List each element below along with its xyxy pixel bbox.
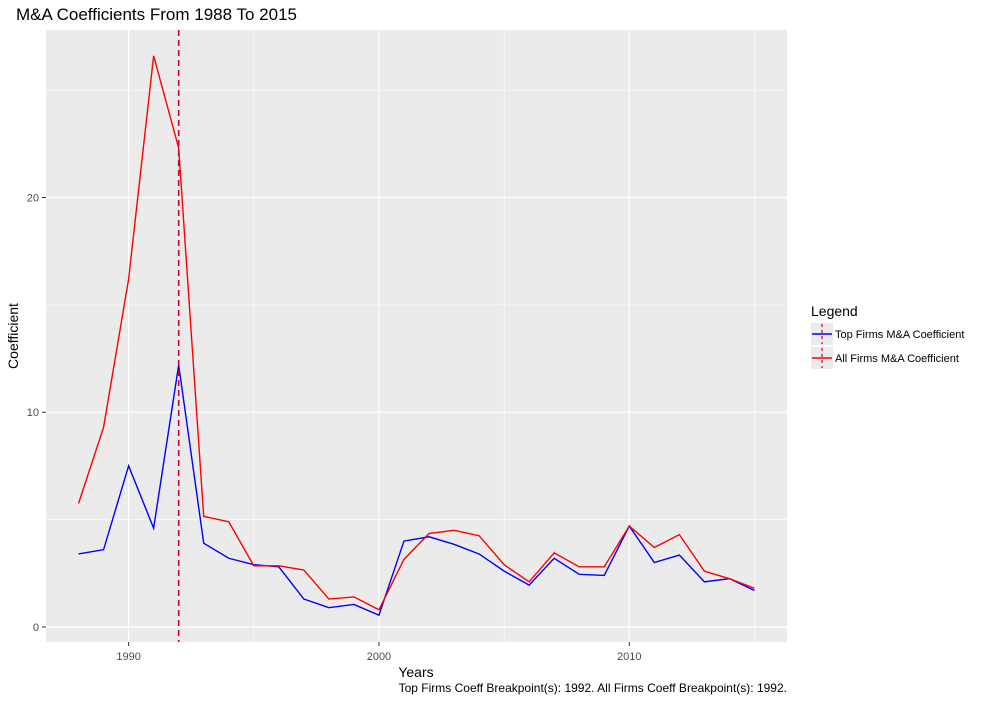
legend-item: Top Firms M&A Coefficient — [811, 323, 964, 345]
legend-items: Top Firms M&A Coefficient All Firms M&A C… — [811, 323, 964, 369]
chart-title: M&A Coefficients From 1988 To 2015 — [16, 5, 297, 24]
tick-labels: 1990 2000 2010 0 10 20 — [27, 192, 642, 663]
x-tick-label: 2000 — [367, 651, 391, 663]
legend-label: All Firms M&A Coefficient — [835, 353, 959, 365]
y-tick-label: 20 — [27, 192, 39, 204]
plot-panel — [46, 30, 787, 642]
y-axis-title: Coefficient — [5, 303, 21, 369]
legend: Legend Top Firms M&A Coefficient All Firm… — [811, 303, 964, 369]
x-tick-label: 1990 — [116, 651, 140, 663]
series-line-all-firms — [77, 55, 755, 611]
series-layer — [77, 55, 755, 617]
y-tick-label: 10 — [27, 407, 39, 419]
grid-major — [46, 30, 787, 642]
legend-title: Legend — [811, 303, 858, 319]
chart-caption: Top Firms Coeff Breakpoint(s): 1992. All… — [399, 681, 787, 695]
y-tick-label: 0 — [33, 622, 39, 634]
x-tick-label: 2010 — [617, 651, 641, 663]
legend-label: Top Firms M&A Coefficient — [835, 329, 964, 341]
grid-minor — [46, 30, 787, 642]
axis-ticks — [42, 196, 630, 646]
x-axis-title: Years — [398, 664, 433, 680]
series-line-top-firms — [78, 364, 755, 617]
legend-item: All Firms M&A Coefficient — [811, 347, 959, 369]
